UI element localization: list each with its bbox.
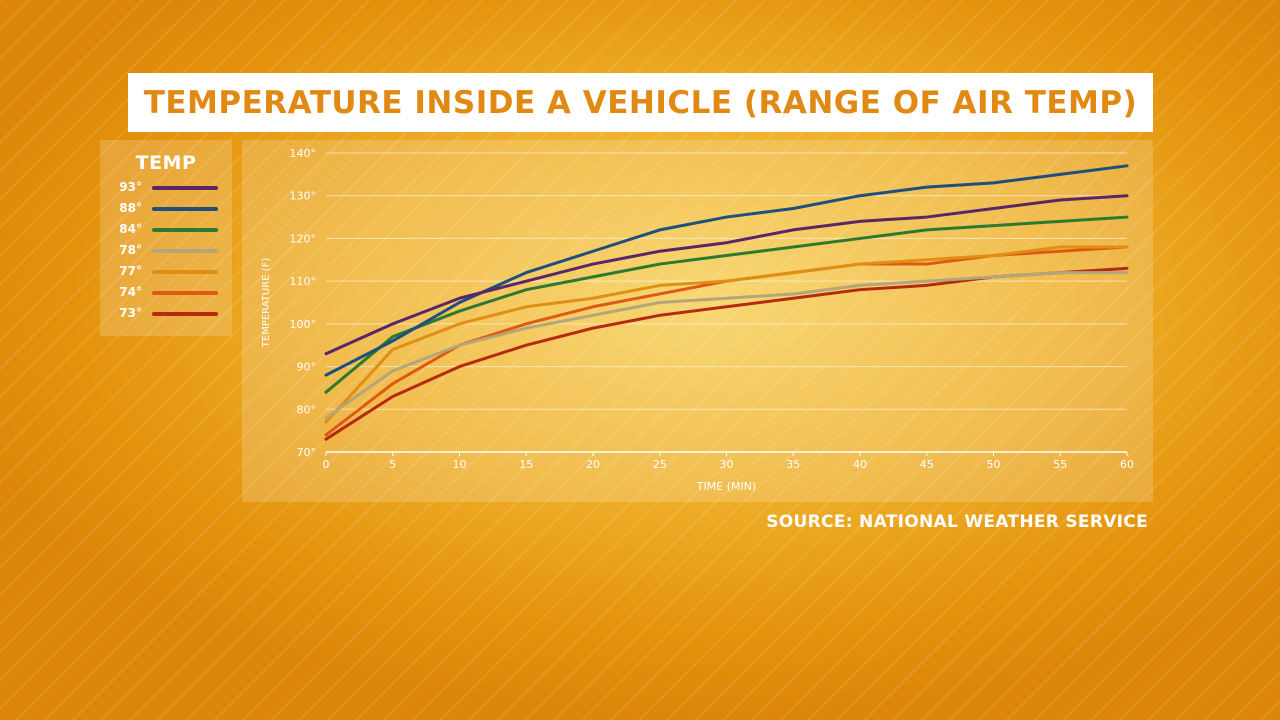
line-chart: 70° 80° 90° 100° 110° 120° 130° 140° 0 5 10 15 20 25 3… <box>261 147 1134 493</box>
legend-panel: TEMP 93° 88° 84° 78° 77° 74° 73° <box>100 140 232 336</box>
x-tick-label: 20 <box>586 458 600 471</box>
y-tick-label: 140° <box>290 147 317 160</box>
x-tick-label: 0 <box>323 458 330 471</box>
y-tick-label: 110° <box>290 275 317 288</box>
y-tick-label: 90° <box>297 361 317 374</box>
legend-label: 84° <box>119 222 142 236</box>
series-line <box>324 215 1129 394</box>
legend-item-74: 74° <box>100 283 232 303</box>
x-axis-title: TIME (MIN) <box>696 480 756 493</box>
x-tick-label: 45 <box>920 458 934 471</box>
x-tick-label: 35 <box>786 458 800 471</box>
legend-label: 78° <box>119 243 142 257</box>
legend-swatch <box>152 186 218 190</box>
x-tick-label: 15 <box>519 458 533 471</box>
series-line <box>324 271 1129 420</box>
x-tick-label: 10 <box>453 458 467 471</box>
x-tick-label: 5 <box>389 458 396 471</box>
chart-panel: 70° 80° 90° 100° 110° 120° 130° 140° 0 5 10 15 20 25 3… <box>242 140 1153 502</box>
chart-title: TEMPERATURE INSIDE A VEHICLE (RANGE OF A… <box>143 84 1138 121</box>
legend-item-84: 84° <box>100 220 232 240</box>
y-tick-label: 80° <box>297 403 317 416</box>
legend-label: 73° <box>119 306 142 320</box>
legend-swatch <box>152 312 218 316</box>
legend-swatch <box>152 207 218 211</box>
legend-item-77: 77° <box>100 262 232 282</box>
source-credit: SOURCE: NATIONAL WEATHER SERVICE <box>766 512 1148 532</box>
legend-item-78: 78° <box>100 241 232 261</box>
x-tick-label: 25 <box>653 458 667 471</box>
legend-swatch <box>152 291 218 295</box>
y-tick-label: 120° <box>290 232 317 245</box>
x-tick-label: 30 <box>720 458 734 471</box>
y-tick-label: 130° <box>290 190 317 203</box>
y-axis-title: TEMPERATURE (F) <box>261 258 272 349</box>
legend-label: 88° <box>119 201 142 215</box>
legend-swatch <box>152 249 218 253</box>
legend-title: TEMP <box>135 152 197 174</box>
chart-title-bar: TEMPERATURE INSIDE A VEHICLE (RANGE OF A… <box>128 73 1153 132</box>
legend-item-73: 73° <box>100 304 232 324</box>
series-line <box>324 164 1129 377</box>
x-tick-label: 60 <box>1120 458 1134 471</box>
legend-label: 74° <box>119 285 142 299</box>
legend-item-93: 93° <box>100 178 232 198</box>
series-line <box>324 194 1129 356</box>
legend-swatch <box>152 270 218 274</box>
x-tick-label: 55 <box>1053 458 1067 471</box>
y-tick-label: 70° <box>297 446 317 459</box>
x-tick-label: 40 <box>853 458 867 471</box>
series-line <box>324 245 1129 424</box>
x-tick-label: 50 <box>987 458 1001 471</box>
legend-label: 93° <box>119 180 142 194</box>
legend-label: 77° <box>119 264 142 278</box>
legend-swatch <box>152 228 218 232</box>
legend-item-88: 88° <box>100 199 232 219</box>
y-tick-label: 100° <box>290 318 317 331</box>
